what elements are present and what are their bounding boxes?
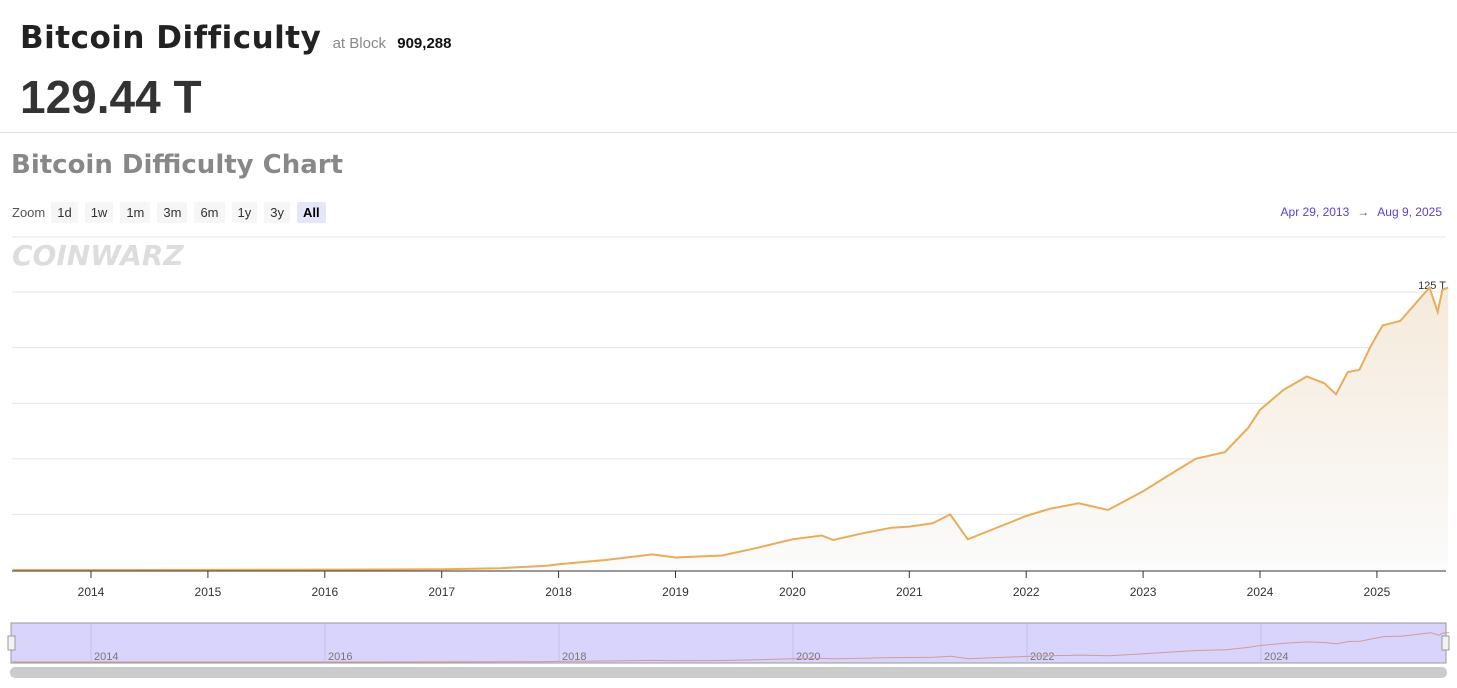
x-tick-label: 2024 (1247, 585, 1274, 599)
x-tick-label: 2025 (1364, 585, 1391, 599)
zoom-label: Zoom (12, 205, 46, 220)
zoom-controls: Zoom 1d 1w 1m 3m 6m 1y 3y All (12, 202, 333, 223)
x-tick-label: 2018 (545, 585, 572, 599)
x-tick-label: 2019 (662, 585, 689, 599)
navigator-handle-left[interactable] (7, 635, 16, 651)
at-block-label: at Block (332, 35, 386, 52)
navigator-label: 2014 (94, 651, 118, 663)
range-to[interactable]: Aug 9, 2025 (1377, 205, 1442, 219)
page-title: Bitcoin Difficulty at Block 909,288 (20, 20, 451, 56)
zoom-button-All[interactable]: All (296, 202, 326, 223)
title-text: Bitcoin Difficulty (20, 20, 322, 56)
navigator-label: 2022 (1030, 651, 1054, 663)
arrow-icon: → (1357, 205, 1370, 219)
zoom-button-1w[interactable]: 1w (84, 202, 114, 223)
x-tick-label: 2017 (428, 585, 455, 599)
navigator-window (10, 622, 1447, 664)
chart-title: Bitcoin Difficulty Chart (11, 150, 344, 180)
divider (0, 132, 1457, 133)
difficulty-line (12, 285, 1449, 571)
navigator-handle-right[interactable] (1441, 635, 1450, 651)
x-tick-label: 2016 (311, 585, 338, 599)
scrollbar[interactable] (10, 667, 1447, 678)
x-tick-label: 2014 (78, 585, 105, 599)
block-height: 909,288 (397, 35, 452, 52)
navigator-label: 2020 (796, 651, 820, 663)
navigator-label: 2016 (328, 651, 352, 663)
difficulty-value: 129.44 T (20, 71, 202, 123)
area-fill (12, 287, 1449, 570)
x-tick-label: 2023 (1130, 585, 1157, 599)
x-tick-label: 2021 (896, 585, 923, 599)
coinwarz-logo: COINWARZ (12, 239, 184, 272)
zoom-button-1m[interactable]: 1m (120, 202, 151, 223)
zoom-button-6m[interactable]: 6m (194, 202, 225, 223)
x-tick-label: 2022 (1013, 585, 1040, 599)
navigator-label: 2024 (1264, 651, 1288, 663)
x-tick-label: 2015 (195, 585, 222, 599)
navigator-line (12, 632, 1450, 663)
zoom-button-3m[interactable]: 3m (157, 202, 188, 223)
range-from[interactable]: Apr 29, 2013 (1280, 205, 1350, 219)
navigator-label: 2018 (562, 651, 586, 663)
date-range: Apr 29, 2013 → Aug 9, 2025 (1281, 205, 1442, 219)
zoom-button-1d[interactable]: 1d (51, 202, 78, 223)
y-tick-label: 125 T (1418, 280, 1446, 292)
zoom-button-3y[interactable]: 3y (264, 202, 290, 223)
x-tick-label: 2020 (779, 585, 806, 599)
zoom-button-1y[interactable]: 1y (231, 202, 258, 223)
